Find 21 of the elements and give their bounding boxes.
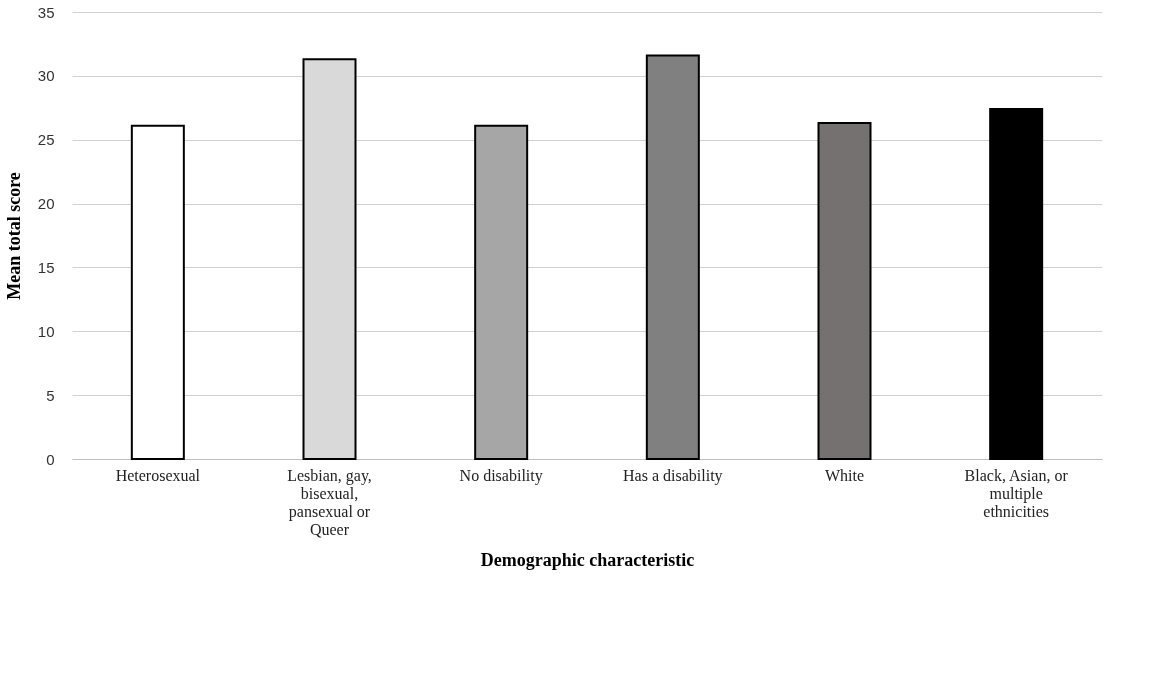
x-tick-label: Black, Asian, or multiple ethnicities [964,466,1069,520]
bar [645,54,700,460]
x-tick-label: White [824,466,865,484]
bar [474,124,529,460]
y-tick-label: 10 [37,322,55,340]
y-tick-label: 30 [37,67,55,85]
bar [817,122,872,460]
y-tick-label: 25 [37,131,55,149]
bar [130,124,185,460]
y-tick-label: 35 [37,3,55,21]
y-tick-label: 0 [46,450,55,468]
y-tick-label: 15 [37,258,55,276]
x-tick-label: Heterosexual [115,466,201,484]
y-tick-label: 5 [46,386,55,404]
x-tick-label: Has a disability [623,466,723,485]
bar [989,108,1044,460]
x-axis-title: Demographic characteristic [480,549,695,570]
x-tick-label: No disability [459,466,543,485]
y-axis-title: Mean total score [3,172,24,300]
y-tick-label: 20 [37,195,55,213]
x-tick-label: Lesbian, gay, bisexual, pansexual or Queer [287,466,372,538]
